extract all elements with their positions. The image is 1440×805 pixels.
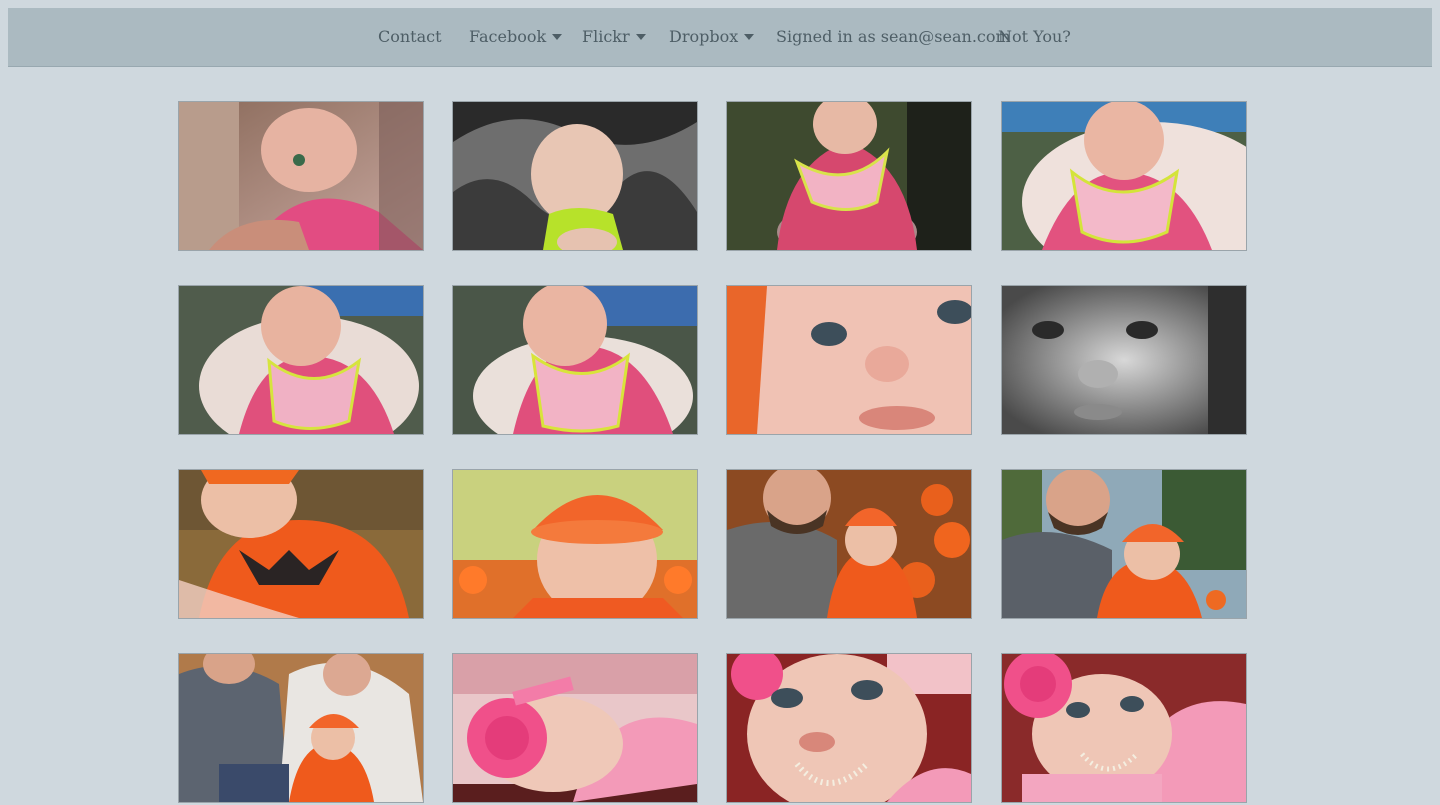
baby-pink-flower-pearls-photo xyxy=(1002,654,1246,802)
nav-dropbox-label: Dropbox xyxy=(669,27,739,46)
nav-menu: Contact Facebook Flickr Dropbox Signed i… xyxy=(8,8,1432,67)
nav-flickr-dropdown[interactable]: Flickr xyxy=(582,27,646,47)
photo-thumbnail[interactable] xyxy=(178,653,424,803)
photo-thumbnail[interactable] xyxy=(726,469,972,619)
photo-thumbnail[interactable] xyxy=(1001,101,1247,251)
baby-pearls-photo xyxy=(727,654,971,802)
baby-in-seat-photo xyxy=(727,102,971,250)
baby-bib-closeup-photo xyxy=(1002,102,1246,250)
photo-thumbnail[interactable] xyxy=(452,469,698,619)
nav-facebook-dropdown[interactable]: Facebook xyxy=(469,27,563,47)
top-navbar: Contact Facebook Flickr Dropbox Signed i… xyxy=(8,8,1432,67)
baby-face-bw-photo xyxy=(1002,286,1246,434)
photo-thumbnail[interactable] xyxy=(178,469,424,619)
photo-thumbnail[interactable] xyxy=(452,101,698,251)
photo-thumbnail[interactable] xyxy=(726,653,972,803)
baby-bib-photo xyxy=(453,286,697,434)
photo-thumbnail[interactable] xyxy=(178,101,424,251)
baby-pumpkin-costume-photo xyxy=(179,470,423,618)
chevron-down-icon xyxy=(744,33,755,40)
not-you-link[interactable]: Not You? xyxy=(998,27,1071,46)
photo-thumbnail[interactable] xyxy=(178,285,424,435)
baby-sleeping-photo xyxy=(453,102,697,250)
nav-contact-link[interactable]: Contact xyxy=(378,27,442,46)
chevron-down-icon xyxy=(552,33,563,40)
baby-face-closeup-photo xyxy=(727,286,971,434)
signed-in-status: Signed in as sean@sean.com xyxy=(776,27,1011,46)
family-pumpkin-patch-photo xyxy=(179,654,423,802)
nav-facebook-label: Facebook xyxy=(469,27,547,46)
baby-pink-flower-headband-photo xyxy=(453,654,697,802)
nav-flickr-label: Flickr xyxy=(582,27,630,46)
photo-thumbnail[interactable] xyxy=(1001,653,1247,803)
photo-thumbnail[interactable] xyxy=(1001,469,1247,619)
nav-dropbox-dropdown[interactable]: Dropbox xyxy=(669,27,755,47)
baby-orange-hat-photo xyxy=(453,470,697,618)
photo-thumbnail[interactable] xyxy=(452,285,698,435)
father-and-baby-outdoor-photo xyxy=(1002,470,1246,618)
photo-thumbnail[interactable] xyxy=(726,101,972,251)
father-and-baby-pumpkins-photo xyxy=(727,470,971,618)
photo-thumbnail[interactable] xyxy=(1001,285,1247,435)
photo-thumbnail[interactable] xyxy=(726,285,972,435)
baby-feeding-photo xyxy=(179,102,423,250)
photo-thumbnail[interactable] xyxy=(452,653,698,803)
baby-looking-side-photo xyxy=(179,286,423,434)
chevron-down-icon xyxy=(635,33,646,40)
